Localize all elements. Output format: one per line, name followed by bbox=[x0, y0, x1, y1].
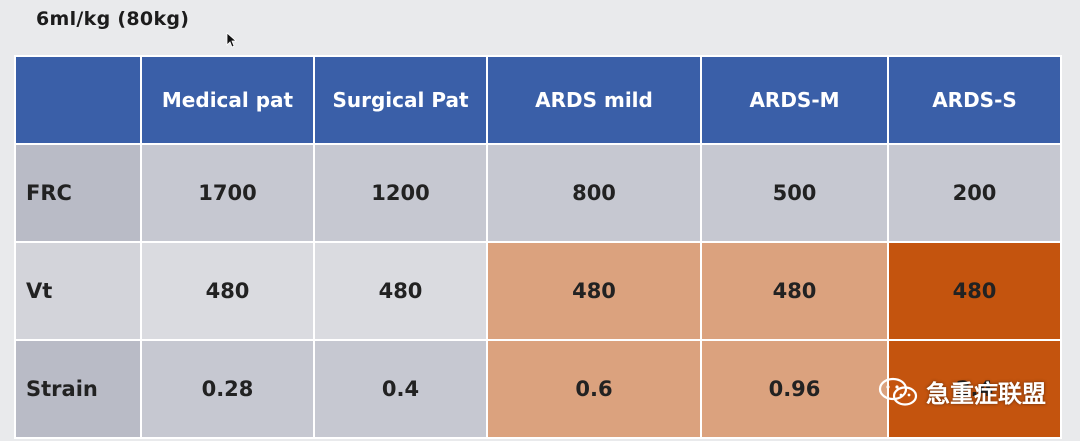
caption: 6ml/kg (80kg) bbox=[36, 8, 190, 30]
cell-strain-ards-m: 0.96 bbox=[700, 339, 889, 439]
table-row-vt: Vt 480 480 480 480 480 bbox=[14, 241, 1062, 341]
table-row-frc: FRC 1700 1200 800 500 200 bbox=[14, 143, 1062, 243]
cell-frc-surgical: 1200 bbox=[313, 143, 488, 243]
header-ards-mild: ARDS mild bbox=[486, 55, 702, 145]
cell-strain-medical: 0.28 bbox=[140, 339, 315, 439]
row-label-frc: FRC bbox=[14, 143, 142, 243]
cell-strain-surgical: 0.4 bbox=[313, 339, 488, 439]
header-ards-m: ARDS-M bbox=[700, 55, 889, 145]
cell-vt-ards-mild: 480 bbox=[486, 241, 702, 341]
header-ards-s: ARDS-S bbox=[887, 55, 1062, 145]
cell-strain-ards-s: 2.4 bbox=[887, 339, 1062, 439]
cell-strain-ards-mild: 0.6 bbox=[486, 339, 702, 439]
cell-frc-ards-m: 500 bbox=[700, 143, 889, 243]
row-label-strain: Strain bbox=[14, 339, 142, 439]
watermark-text: 急重症联盟 bbox=[926, 380, 1046, 408]
table-row-strain: Strain 0.28 0.4 0.6 0.96 2.4 bbox=[14, 339, 1062, 439]
header-surgical-pat: Surgical Pat bbox=[313, 55, 488, 145]
wechat-icon bbox=[878, 377, 918, 406]
cell-frc-ards-s: 200 bbox=[887, 143, 1062, 243]
header-medical-pat: Medical pat bbox=[140, 55, 315, 145]
cell-vt-surgical: 480 bbox=[313, 241, 488, 341]
header-corner bbox=[14, 55, 142, 145]
strain-table: Medical pat Surgical Pat ARDS mild ARDS-… bbox=[14, 55, 1062, 439]
mouse-cursor-icon bbox=[226, 32, 238, 48]
cell-vt-ards-m: 480 bbox=[700, 241, 889, 341]
cell-frc-medical: 1700 bbox=[140, 143, 315, 243]
watermark: 急重症联盟 bbox=[878, 374, 1046, 409]
cell-vt-ards-s: 480 bbox=[887, 241, 1062, 341]
cell-vt-medical: 480 bbox=[140, 241, 315, 341]
cell-frc-ards-mild: 800 bbox=[486, 143, 702, 243]
row-label-vt: Vt bbox=[14, 241, 142, 341]
